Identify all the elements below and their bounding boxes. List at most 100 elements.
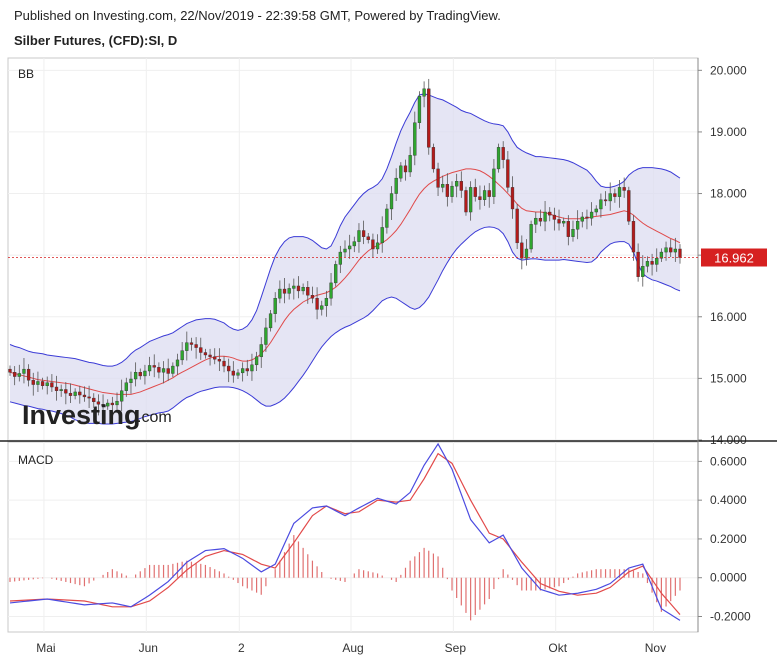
candle-body <box>617 187 622 197</box>
candle-body <box>324 298 329 306</box>
candle-body <box>594 208 598 213</box>
candle-body <box>655 258 659 265</box>
candle-body <box>422 88 426 97</box>
candle-body <box>157 367 161 373</box>
candle-body <box>245 368 249 372</box>
candle-body <box>296 285 301 292</box>
candle-body <box>315 298 319 310</box>
candle-body <box>213 356 217 360</box>
candle-body <box>343 248 347 253</box>
candle-body <box>106 402 110 407</box>
candle-body <box>492 168 496 197</box>
candle-body <box>357 230 361 242</box>
price-tick-label: 16.000 <box>710 310 747 324</box>
price-tick-label: 15.000 <box>710 371 747 385</box>
candle-body <box>101 404 105 407</box>
bb-lower-line <box>9 226 681 425</box>
candle-body <box>329 282 333 299</box>
candle-body <box>268 313 273 329</box>
candle-body <box>473 187 477 197</box>
candle-body <box>45 382 49 386</box>
candle-body <box>222 360 226 367</box>
candle-body <box>175 359 180 367</box>
candle-body <box>54 386 59 391</box>
candle-body <box>375 242 380 250</box>
x-tick-label: Mai <box>36 641 55 655</box>
candle-body <box>301 287 305 292</box>
candle-body <box>557 219 561 224</box>
candle-body <box>389 193 394 210</box>
price-tick-label: 18.000 <box>710 187 747 201</box>
candle-body <box>669 247 673 253</box>
investing-logo: Investing <box>22 400 141 430</box>
candle-body <box>664 247 668 253</box>
candle-body <box>399 165 403 179</box>
candle-body <box>645 261 650 267</box>
candle-body <box>524 248 529 259</box>
candle-body <box>92 397 96 403</box>
candle-body <box>282 288 287 294</box>
candle-body <box>464 190 468 213</box>
candle-body <box>203 352 208 356</box>
candle-body <box>482 190 487 200</box>
candle-body <box>631 221 636 253</box>
candle-body <box>199 347 203 353</box>
candle-body <box>189 342 194 345</box>
x-tick-label: Nov <box>645 641 666 655</box>
candle-body <box>152 365 156 368</box>
candle-body <box>194 344 198 348</box>
candle-body <box>529 224 533 250</box>
candle-body <box>306 287 310 296</box>
candle-body <box>115 400 119 406</box>
price-tick-label: 14.000 <box>710 433 747 447</box>
candle-body <box>589 211 594 219</box>
candle-body <box>599 199 603 210</box>
candle-body <box>96 401 101 405</box>
macd-tick-label: 0.2000 <box>710 532 747 546</box>
candle-body <box>87 396 91 399</box>
instrument-title: Silber Futures, (CFD):SI, D <box>14 33 178 48</box>
candle-body <box>185 342 189 351</box>
candle-body <box>13 372 17 377</box>
candle-body <box>124 382 128 391</box>
candle-body <box>543 211 547 222</box>
candle-body <box>571 229 575 237</box>
candle-body <box>673 248 677 253</box>
candle-body <box>50 382 54 388</box>
candle-body <box>417 95 422 123</box>
candle-body <box>431 147 436 170</box>
candle-body <box>171 365 175 374</box>
published-line: Published on Investing.com, 22/Nov/2019 … <box>14 8 501 23</box>
candle-body <box>608 193 612 202</box>
candle-body <box>147 365 152 372</box>
candle-body <box>445 184 450 197</box>
candle-body <box>264 327 268 345</box>
candle-body <box>585 216 589 219</box>
candle-body <box>450 185 454 197</box>
candle-body <box>659 251 664 259</box>
candle-body <box>622 187 626 191</box>
candle-body <box>250 364 254 372</box>
macd-tick-label: 0.6000 <box>710 454 747 468</box>
candle-body <box>180 350 184 361</box>
candle-body <box>348 245 352 250</box>
candle-body <box>371 239 375 250</box>
bb-panel-label: BB <box>18 67 34 81</box>
candle-body <box>161 368 166 373</box>
bb-upper-line <box>9 93 681 367</box>
candle-body <box>520 242 524 259</box>
candle-body <box>575 221 580 230</box>
macd-line <box>9 442 681 621</box>
candle-body <box>436 168 440 188</box>
candle-body <box>478 196 482 200</box>
candle-body <box>650 261 654 265</box>
candle-body <box>468 187 473 213</box>
candle-body <box>510 187 515 210</box>
candle-body <box>129 378 133 383</box>
candle-body <box>441 184 445 188</box>
x-tick-label: 2 <box>238 641 245 655</box>
candle-body <box>487 190 491 197</box>
candle-body <box>641 266 645 277</box>
candle-body <box>292 285 296 289</box>
x-tick-label: Jun <box>139 641 158 655</box>
